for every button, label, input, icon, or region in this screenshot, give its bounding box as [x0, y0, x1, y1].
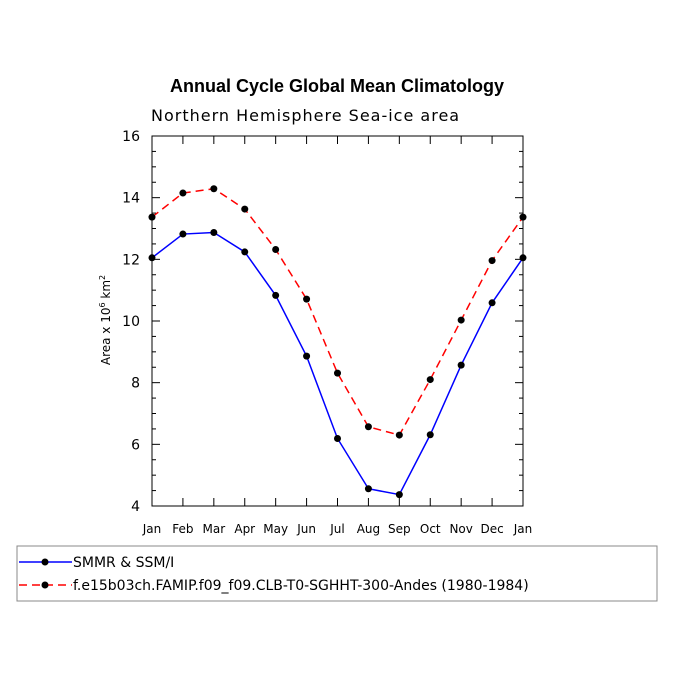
- series-1-point: [148, 254, 156, 262]
- y-tick-label: 6: [131, 437, 140, 453]
- x-tick-label: Jul: [329, 522, 344, 536]
- series-1-point: [241, 248, 249, 256]
- legend-box: [16, 545, 658, 602]
- series-1-point: [519, 254, 527, 262]
- y-tick-label: 4: [131, 499, 140, 515]
- series-1-point: [364, 485, 372, 493]
- series-1-point: [426, 431, 434, 439]
- series-2-point: [364, 423, 372, 431]
- chart-subtitle: Northern Hemisphere Sea-ice area: [151, 106, 460, 125]
- x-tick-label: Nov: [449, 522, 472, 536]
- series-2-point: [148, 213, 156, 221]
- legend: SMMR & SSM/I f.e15b03ch.FAMIP.f09_f09.CL…: [16, 545, 658, 602]
- series-2-point: [426, 376, 434, 384]
- chart-title: Annual Cycle Global Mean Climatology: [170, 76, 504, 96]
- series-2-point: [210, 185, 218, 193]
- series-2-point: [303, 295, 311, 303]
- legend-label-series-2: f.e15b03ch.FAMIP.f09_f09.CLB-T0-SGHHT-30…: [73, 578, 529, 594]
- y-tick-label: 16: [122, 129, 140, 145]
- y-tick-label: 14: [122, 191, 140, 207]
- x-tick-label: Sep: [388, 522, 411, 536]
- x-tick-label: Aug: [357, 522, 380, 536]
- y-tick-label: 12: [122, 252, 140, 268]
- y-axis-label-unit: km: [99, 280, 113, 302]
- y-axis-label: Area x 106 km2: [98, 275, 113, 365]
- y-axis-label-unit-exponent: 2: [98, 275, 107, 280]
- series-1-point: [272, 291, 280, 299]
- series-1-point: [488, 299, 496, 307]
- x-tick-label: Dec: [480, 522, 503, 536]
- series-2-point: [241, 205, 249, 213]
- series-2-point: [519, 213, 527, 221]
- series-2-point: [334, 369, 341, 377]
- series-2-point: [395, 431, 403, 439]
- series-2-point: [488, 257, 496, 265]
- plot-frame: [151, 135, 524, 507]
- series-1-point: [395, 491, 403, 499]
- legend-marker-series-2: [41, 581, 49, 589]
- x-tick-label: Apr: [234, 522, 255, 536]
- series-1-point: [210, 229, 218, 237]
- y-tick-label: 10: [122, 314, 140, 330]
- series-line-2: [151, 187, 524, 436]
- series-1-point: [179, 230, 187, 238]
- series-2-point: [179, 189, 187, 197]
- series-2-point: [272, 245, 280, 253]
- x-tick-label: May: [263, 522, 288, 536]
- x-tick-label: Jan: [513, 522, 533, 536]
- x-tick-label: Jun: [296, 522, 316, 536]
- x-tick-label: Feb: [172, 522, 193, 536]
- series-2-point: [457, 316, 465, 324]
- legend-marker-series-1: [41, 558, 49, 566]
- series-1-point: [457, 361, 465, 369]
- plot-area: 4 6 8 10 12 14 16 Jan Feb Mar Apr May Jun Jul Aug Sep Oc…: [122, 129, 532, 536]
- x-tick-label: Jan: [142, 522, 162, 536]
- y-tick-label: 8: [131, 376, 140, 392]
- series-line-1: [151, 231, 524, 496]
- series-1-point: [334, 434, 341, 442]
- y-axis-label-exponent: 6: [98, 302, 107, 307]
- legend-label-series-1: SMMR & SSM/I: [73, 555, 174, 571]
- x-tick-label: Oct: [420, 522, 441, 536]
- y-axis-label-main: Area x 10: [99, 308, 113, 366]
- series-1-point: [303, 352, 311, 360]
- x-tick-label: Mar: [203, 522, 226, 536]
